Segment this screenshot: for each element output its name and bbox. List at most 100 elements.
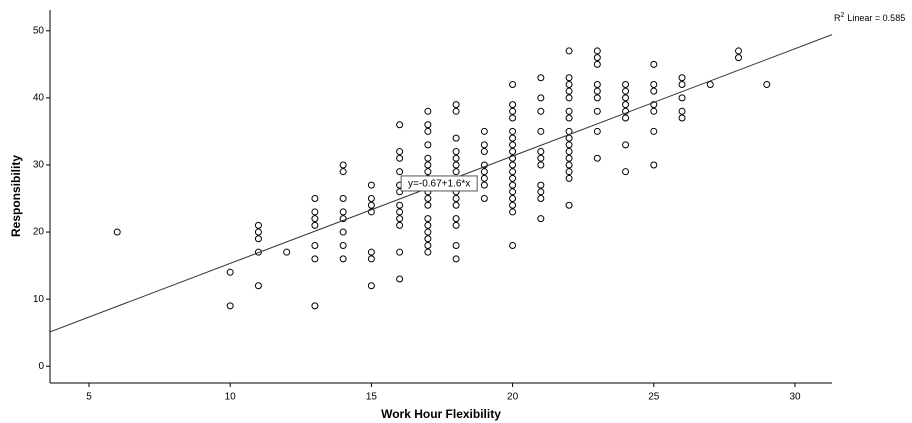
point xyxy=(593,127,601,135)
point xyxy=(339,241,347,249)
point xyxy=(650,107,658,115)
point xyxy=(367,248,375,256)
point xyxy=(311,221,319,229)
point xyxy=(254,235,262,243)
point xyxy=(480,195,488,203)
point xyxy=(396,248,404,256)
point xyxy=(424,127,432,135)
point xyxy=(226,268,234,276)
point xyxy=(622,101,630,109)
x-tick-label: 5 xyxy=(86,392,92,403)
point xyxy=(452,154,460,162)
point xyxy=(424,221,432,229)
point xyxy=(311,195,319,203)
point xyxy=(509,114,517,122)
point xyxy=(311,208,319,216)
point xyxy=(452,134,460,142)
point xyxy=(452,221,460,229)
point xyxy=(593,94,601,102)
point xyxy=(367,195,375,203)
point xyxy=(537,195,545,203)
point xyxy=(622,107,630,115)
y-tick-label: 20 xyxy=(33,227,45,238)
point xyxy=(678,80,686,88)
point xyxy=(424,235,432,243)
point xyxy=(509,168,517,176)
point xyxy=(537,107,545,115)
point xyxy=(480,141,488,149)
point xyxy=(622,141,630,149)
point xyxy=(565,107,573,115)
x-tick-label: 15 xyxy=(366,392,378,403)
point xyxy=(509,148,517,156)
point xyxy=(565,141,573,149)
point xyxy=(424,248,432,256)
point xyxy=(622,114,630,122)
point xyxy=(254,228,262,236)
point xyxy=(622,80,630,88)
point xyxy=(452,215,460,223)
point xyxy=(763,80,771,88)
y-axis-title: Responsibility xyxy=(9,155,23,237)
point xyxy=(650,60,658,68)
point xyxy=(339,161,347,169)
r2-text: Linear = 0.585 xyxy=(847,13,905,23)
point xyxy=(396,154,404,162)
point xyxy=(622,94,630,102)
point xyxy=(254,221,262,229)
point xyxy=(706,80,714,88)
point xyxy=(509,107,517,115)
point xyxy=(424,161,432,169)
point xyxy=(396,148,404,156)
point xyxy=(226,302,234,310)
point xyxy=(565,174,573,182)
point xyxy=(452,195,460,203)
point xyxy=(480,168,488,176)
point xyxy=(367,181,375,189)
point xyxy=(593,154,601,162)
point xyxy=(565,74,573,82)
point xyxy=(424,201,432,209)
point xyxy=(367,282,375,290)
point xyxy=(311,255,319,263)
point xyxy=(650,161,658,169)
point xyxy=(254,282,262,290)
point xyxy=(311,302,319,310)
point xyxy=(537,188,545,196)
point xyxy=(396,121,404,129)
y-tick-label: 40 xyxy=(33,93,45,104)
r2-base: R xyxy=(834,13,841,23)
fit-label: y=-0.67+1.6*x xyxy=(408,179,470,190)
point xyxy=(735,47,743,55)
point xyxy=(424,141,432,149)
point xyxy=(424,154,432,162)
point xyxy=(537,161,545,169)
point xyxy=(452,241,460,249)
point xyxy=(396,201,404,209)
point xyxy=(509,201,517,209)
point xyxy=(565,134,573,142)
point xyxy=(678,114,686,122)
point xyxy=(480,174,488,182)
point xyxy=(678,74,686,82)
point xyxy=(650,127,658,135)
point xyxy=(537,74,545,82)
point xyxy=(480,161,488,169)
point xyxy=(593,60,601,68)
point xyxy=(678,107,686,115)
point xyxy=(424,107,432,115)
point xyxy=(424,195,432,203)
point xyxy=(537,148,545,156)
point xyxy=(537,154,545,162)
point xyxy=(424,228,432,236)
point xyxy=(396,275,404,283)
point xyxy=(650,80,658,88)
point xyxy=(650,87,658,95)
point xyxy=(509,208,517,216)
r2-sup: 2 xyxy=(841,12,845,19)
point xyxy=(396,221,404,229)
y-tick-label: 0 xyxy=(38,361,44,372)
x-tick-label: 10 xyxy=(225,392,237,403)
point xyxy=(565,114,573,122)
point xyxy=(593,80,601,88)
